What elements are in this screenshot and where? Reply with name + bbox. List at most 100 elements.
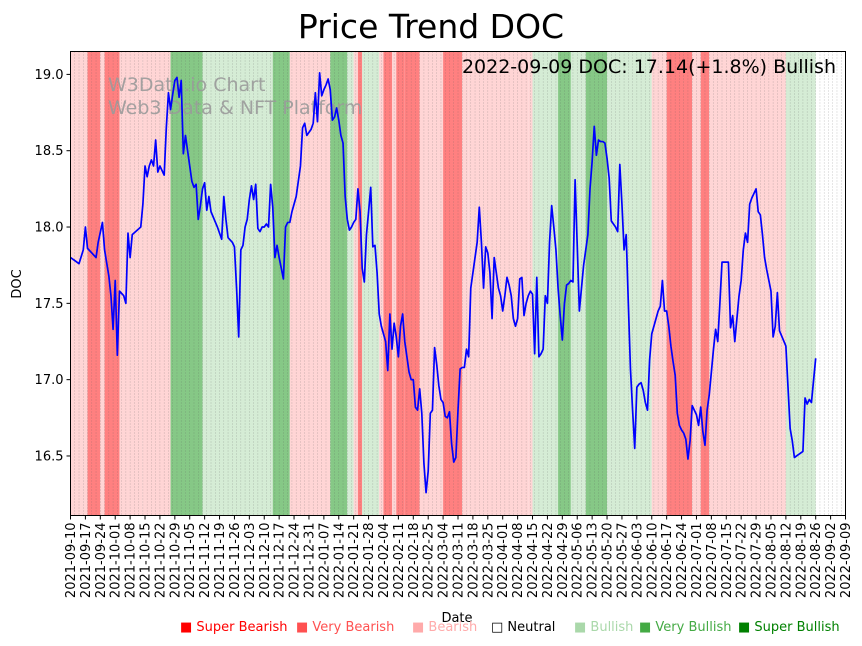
band-bearish: [289, 51, 331, 516]
x-tick-label: 2022-07-15: [720, 523, 735, 599]
y-tick-label: 19.0: [35, 68, 64, 83]
watermark-line-2: Web3 Data & NFT Platform: [108, 97, 362, 119]
x-tick-label: 2021-10-01: [109, 523, 124, 599]
x-axis: 2021-09-10 2021-09-17 2021-09-24 2021-10-01…: [64, 515, 854, 599]
x-tick-label: 2022-01-07: [317, 523, 332, 599]
x-tick-label: 2022-02-04: [377, 523, 392, 599]
x-tick-label: 2022-04-22: [541, 523, 556, 599]
vertical-gridlines: [70, 51, 846, 516]
x-tick-label: 2021-09-24: [94, 523, 109, 599]
band-very-bearish: [87, 51, 101, 516]
band-bearish: [462, 51, 469, 516]
chart-title: Price Trend DOC: [298, 7, 564, 46]
x-tick-label: 2021-11-26: [228, 523, 243, 599]
x-tick-label: 2022-08-05: [765, 523, 780, 599]
x-tick-label: 2022-05-27: [615, 523, 630, 599]
band-bullish: [785, 51, 816, 516]
band-bearish: [709, 51, 723, 516]
band-very-bearish: [104, 51, 120, 516]
x-tick-label: 2022-06-10: [645, 523, 660, 599]
y-tick-label: 17.5: [35, 297, 64, 312]
price-line: [70, 72, 817, 494]
legend-item-very-bullish: ■ Very Bullish: [639, 620, 732, 635]
band-bearish: [722, 51, 786, 516]
legend-item-super-bullish: ■ Super Bullish: [738, 620, 840, 635]
band-bullish: [607, 51, 631, 516]
legend-item-bullish: ■ Bullish: [574, 620, 634, 635]
x-tick-label: 2022-07-01: [690, 523, 705, 599]
band-very-bullish: [272, 51, 290, 516]
band-bearish: [419, 51, 444, 516]
legend-item-bearish: ■ Bearish: [412, 620, 478, 635]
x-tick-label: 2021-11-19: [213, 523, 228, 599]
x-tick-label: 2022-05-13: [586, 523, 601, 599]
band-very-bullish: [170, 51, 186, 516]
x-tick-label: 2022-05-20: [601, 523, 616, 599]
x-tick-label: 2022-02-25: [422, 523, 437, 599]
band-bearish: [651, 51, 667, 516]
x-tick-label: 2021-12-31: [303, 523, 318, 599]
band-bearish: [100, 51, 105, 516]
x-tick-label: 2021-12-17: [273, 523, 288, 599]
x-tick-label: 2022-03-11: [452, 523, 467, 599]
x-tick-label: 2022-09-02: [824, 523, 839, 599]
x-tick-label: 2022-04-29: [556, 523, 571, 599]
y-tick-label: 18.5: [35, 144, 64, 159]
latest-price-annotation: 2022-09-09 DOC: 17.14(+1.8%) Bullish: [462, 56, 836, 78]
watermark-line-1: W3Data.io Chart: [108, 74, 265, 96]
x-tick-label: 2022-02-18: [407, 523, 422, 599]
x-tick-label: 2021-12-24: [288, 523, 303, 599]
x-tick-label: 2021-10-08: [124, 523, 139, 599]
x-tick-label: 2022-01-21: [347, 523, 362, 599]
legend: ■ Super Bearish ■ Very Bearish ■ Bearish □ …: [0, 620, 862, 638]
y-tick-label: 17.0: [35, 373, 64, 388]
x-tick-label: 2022-06-03: [630, 523, 645, 599]
x-tick-label: 2021-10-22: [153, 523, 168, 599]
x-axis-label: Date: [441, 611, 472, 626]
band-very-bearish: [396, 51, 405, 516]
x-tick-label: 2022-03-25: [481, 523, 496, 599]
band-bullish: [202, 51, 273, 516]
legend-item-very-bearish: ■ Very Bearish: [296, 620, 395, 635]
x-tick-label: 2022-08-12: [779, 523, 794, 599]
x-tick-label: 2022-04-08: [511, 523, 526, 599]
sentiment-bands: [70, 51, 816, 516]
y-axis-label: DOC: [10, 269, 25, 298]
x-tick-label: 2021-12-10: [258, 523, 273, 599]
band-bullish: [362, 51, 380, 516]
x-tick-label: 2021-12-03: [243, 523, 258, 599]
y-tick-label: 18.0: [35, 221, 64, 236]
x-tick-label: 2022-06-24: [675, 523, 690, 599]
band-very-bearish: [383, 51, 392, 516]
band-bullish: [347, 51, 354, 516]
x-tick-label: 2022-06-17: [660, 523, 675, 599]
x-tick-label: 2022-03-04: [437, 523, 452, 599]
x-tick-label: 2021-11-05: [183, 523, 198, 599]
y-axis: 16.5 17.0 17.5 18.0 18.5 19.0: [35, 68, 71, 464]
band-very-bearish: [443, 51, 463, 516]
x-tick-label: 2022-08-19: [794, 523, 809, 599]
x-tick-label: 2022-09-09: [839, 523, 854, 599]
legend-item-neutral: □ Neutral: [491, 620, 556, 635]
x-tick-label: 2021-11-12: [198, 523, 213, 599]
band-very-bullish: [585, 51, 608, 516]
band-very-bearish: [404, 51, 420, 516]
x-tick-label: 2021-10-29: [168, 523, 183, 599]
x-tick-label: 2022-08-26: [809, 523, 824, 599]
x-tick-label: 2021-10-15: [139, 523, 154, 599]
x-tick-label: 2022-07-29: [750, 523, 765, 599]
legend-item-super-bearish: ■ Super Bearish: [180, 620, 288, 635]
band-bearish: [119, 51, 143, 516]
x-tick-label: 2022-04-01: [496, 523, 511, 599]
x-tick-label: 2022-01-14: [332, 523, 347, 599]
x-tick-label: 2022-05-06: [571, 523, 586, 599]
x-tick-label: 2022-01-28: [362, 523, 377, 599]
x-tick-label: 2022-03-18: [466, 523, 481, 599]
x-tick-label: 2022-02-11: [392, 523, 407, 599]
x-tick-label: 2021-09-17: [79, 523, 94, 599]
x-tick-label: 2022-07-22: [735, 523, 750, 599]
y-tick-label: 16.5: [35, 449, 64, 464]
x-tick-label: 2022-04-15: [526, 523, 541, 599]
x-tick-label: 2022-07-08: [705, 523, 720, 599]
